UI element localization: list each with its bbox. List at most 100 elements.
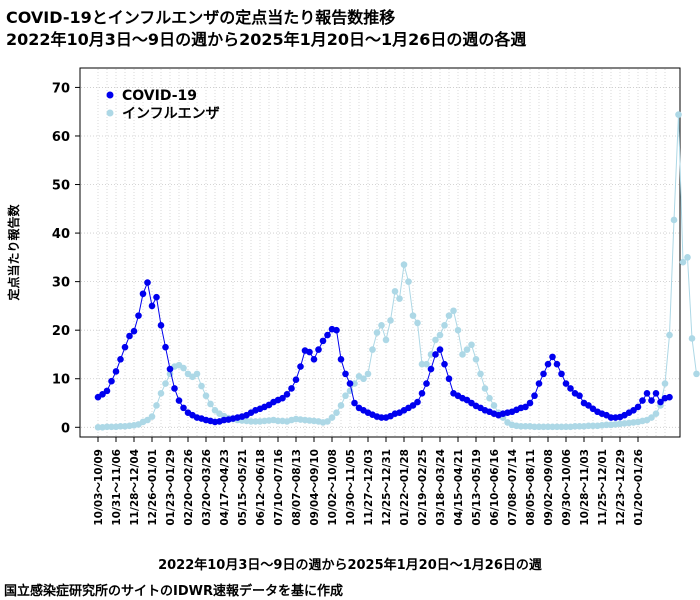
x-tick-label: 06/10～06/16 xyxy=(489,449,501,526)
data-point-1 xyxy=(396,295,403,302)
data-point-0 xyxy=(522,403,529,411)
y-tick-label: 30 xyxy=(52,276,70,291)
y-tick-label: 70 xyxy=(52,81,70,96)
legend-marker xyxy=(106,109,114,117)
x-tick-label: 12/25～12/31 xyxy=(381,449,393,526)
data-point-0 xyxy=(319,337,327,345)
data-point-0 xyxy=(666,393,673,401)
data-point-0 xyxy=(126,332,133,340)
data-point-0 xyxy=(562,380,570,387)
x-tick-label: 10/03～10/09 xyxy=(93,449,105,526)
data-point-0 xyxy=(297,363,304,370)
data-point-1 xyxy=(405,278,412,285)
x-tick-label: 07/08～07/14 xyxy=(507,449,519,526)
data-point-0 xyxy=(166,365,174,373)
data-point-1 xyxy=(360,375,367,383)
data-point-1 xyxy=(693,370,700,378)
y-tick-label: 20 xyxy=(52,324,70,339)
x-tick-label: 05/13～05/19 xyxy=(471,449,483,526)
data-point-1 xyxy=(486,394,493,402)
data-point-0 xyxy=(112,368,120,375)
x-tick-label: 03/20～03/26 xyxy=(201,449,213,526)
data-point-1 xyxy=(202,392,210,400)
data-point-1 xyxy=(684,254,691,261)
data-point-1 xyxy=(391,288,399,295)
x-tick-label: 01/20～01/26 xyxy=(633,449,645,526)
x-tick-label: 12/26～01/01 xyxy=(147,449,159,526)
data-point-0 xyxy=(157,322,165,329)
data-point-1 xyxy=(364,370,372,378)
data-point-0 xyxy=(648,397,655,404)
x-tick-label: 08/07～08/13 xyxy=(291,449,303,526)
x-tick-label: 05/15～05/21 xyxy=(237,449,249,526)
data-point-1 xyxy=(378,322,385,329)
data-point-1 xyxy=(666,331,673,339)
x-tick-label: 09/02～09/08 xyxy=(543,449,555,526)
x-tick-label: 08/05～08/11 xyxy=(525,449,537,526)
x-tick-label: 09/30～10/06 xyxy=(561,449,573,526)
data-point-0 xyxy=(585,402,592,409)
x-tick-label: 04/15～04/21 xyxy=(453,449,465,526)
data-point-0 xyxy=(148,302,156,310)
data-point-0 xyxy=(337,356,345,363)
x-tick-label: 02/20～02/26 xyxy=(183,449,195,526)
data-point-1 xyxy=(454,326,462,334)
data-point-0 xyxy=(310,356,318,363)
data-point-0 xyxy=(306,348,313,356)
data-point-0 xyxy=(175,397,183,404)
data-point-0 xyxy=(139,290,147,298)
data-point-0 xyxy=(427,365,435,373)
data-point-0 xyxy=(180,404,187,412)
x-tick-label: 02/19～02/25 xyxy=(417,449,429,526)
data-point-0 xyxy=(576,392,583,400)
data-point-0 xyxy=(130,327,138,335)
data-point-0 xyxy=(288,385,295,392)
data-point-0 xyxy=(445,375,453,383)
data-point-0 xyxy=(409,402,417,409)
x-tick-label: 12/23～12/29 xyxy=(615,449,627,526)
data-point-0 xyxy=(414,398,421,406)
data-point-1 xyxy=(342,392,349,400)
data-point-0 xyxy=(324,331,331,339)
data-point-0 xyxy=(135,312,142,319)
data-point-1 xyxy=(490,402,498,409)
data-point-1 xyxy=(198,382,205,390)
data-point-1 xyxy=(414,319,421,327)
data-point-0 xyxy=(108,377,115,385)
data-point-1 xyxy=(144,416,151,424)
data-point-1 xyxy=(180,364,187,372)
y-tick-label: 60 xyxy=(52,130,70,145)
data-point-0 xyxy=(567,385,574,392)
data-point-0 xyxy=(639,397,646,404)
data-point-0 xyxy=(279,394,286,402)
data-point-0 xyxy=(171,385,178,392)
x-tick-label: 09/04～09/10 xyxy=(309,449,321,526)
data-point-0 xyxy=(643,390,651,397)
data-point-1 xyxy=(661,380,669,387)
data-point-1 xyxy=(211,406,219,414)
y-tick-label: 0 xyxy=(61,421,70,436)
data-point-1 xyxy=(148,413,156,420)
data-point-0 xyxy=(99,390,106,398)
data-point-1 xyxy=(423,360,430,368)
data-point-0 xyxy=(558,370,565,378)
data-point-1 xyxy=(675,111,682,118)
data-point-1 xyxy=(409,312,417,319)
y-tick-label: 40 xyxy=(52,227,70,242)
data-point-1 xyxy=(670,216,678,224)
data-point-0 xyxy=(423,380,430,387)
data-point-1 xyxy=(193,370,201,378)
data-point-1 xyxy=(337,402,345,409)
data-point-0 xyxy=(283,390,291,398)
x-tick-label: 11/28～12/04 xyxy=(129,449,141,526)
data-point-0 xyxy=(144,279,151,286)
data-point-0 xyxy=(346,380,354,387)
data-point-0 xyxy=(121,343,129,351)
data-point-0 xyxy=(652,390,660,397)
data-point-1 xyxy=(450,307,457,315)
data-point-1 xyxy=(328,414,336,421)
data-point-0 xyxy=(531,392,538,400)
data-point-0 xyxy=(418,390,426,397)
x-tick-label: 01/22～01/28 xyxy=(399,449,411,526)
x-tick-label: 03/18～03/24 xyxy=(435,449,447,526)
